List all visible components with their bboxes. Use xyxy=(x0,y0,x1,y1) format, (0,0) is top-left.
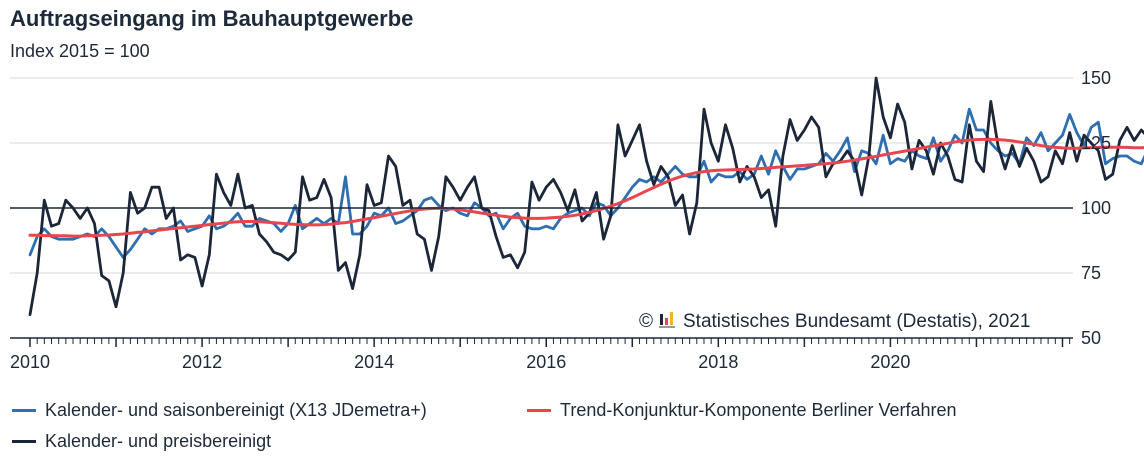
chart-subtitle: Index 2015 = 100 xyxy=(10,41,150,61)
legend-swatch-trend xyxy=(527,409,551,412)
legend-label-seasonal: Kalender- und saisonbereinigt (X13 JDeme… xyxy=(45,400,427,420)
legend-item-seasonal: Kalender- und saisonbereinigt (X13 JDeme… xyxy=(12,400,427,421)
line-chart: 50 75 100 125 150 2010 2012 2014 2016 2018 2020 © … xyxy=(10,68,1144,372)
x-tick-label-2016: 2016 xyxy=(526,352,566,372)
copyright-symbol: © xyxy=(639,311,653,332)
axes: 50 75 100 125 150 2010 2012 2014 2016 2018 2020 xyxy=(10,68,1111,372)
series-line-seasonal xyxy=(28,107,1144,259)
x-tick-label-2020: 2020 xyxy=(870,352,910,372)
legend-label-price: Kalender- und preisbereinigt xyxy=(45,431,272,451)
legend-swatch-seasonal xyxy=(12,409,36,412)
x-tick-label-2014: 2014 xyxy=(354,352,394,372)
y-tick-label-125: 125 xyxy=(1081,133,1111,153)
gridlines xyxy=(10,77,1073,274)
series-line-price xyxy=(28,76,1144,317)
destatis-logo-icon xyxy=(659,312,675,328)
legend-swatch-price xyxy=(12,440,36,443)
series-lines xyxy=(28,76,1144,317)
x-tick-label-2018: 2018 xyxy=(698,352,738,372)
y-tick-label-150: 150 xyxy=(1081,68,1111,88)
x-tick-label-2010: 2010 xyxy=(10,352,50,372)
y-tick-label-75: 75 xyxy=(1081,263,1101,283)
copyright-text: Statistisches Bundesamt (Destatis), 2021 xyxy=(683,311,1030,332)
legend-item-trend: Trend-Konjunktur-Komponente Berliner Ver… xyxy=(527,400,957,421)
copyright-note: © Statistisches Bundesamt (Destatis), 20… xyxy=(639,311,1030,332)
y-tick-label-100: 100 xyxy=(1081,198,1111,218)
x-tick-label-2012: 2012 xyxy=(182,352,222,372)
y-tick-label-50: 50 xyxy=(1081,328,1101,348)
legend-item-price: Kalender- und preisbereinigt xyxy=(12,431,271,452)
series-line-trend xyxy=(28,137,1144,238)
chart-title: Auftragseingang im Bauhauptgewerbe xyxy=(10,6,414,31)
legend-label-trend: Trend-Konjunktur-Komponente Berliner Ver… xyxy=(560,400,957,420)
